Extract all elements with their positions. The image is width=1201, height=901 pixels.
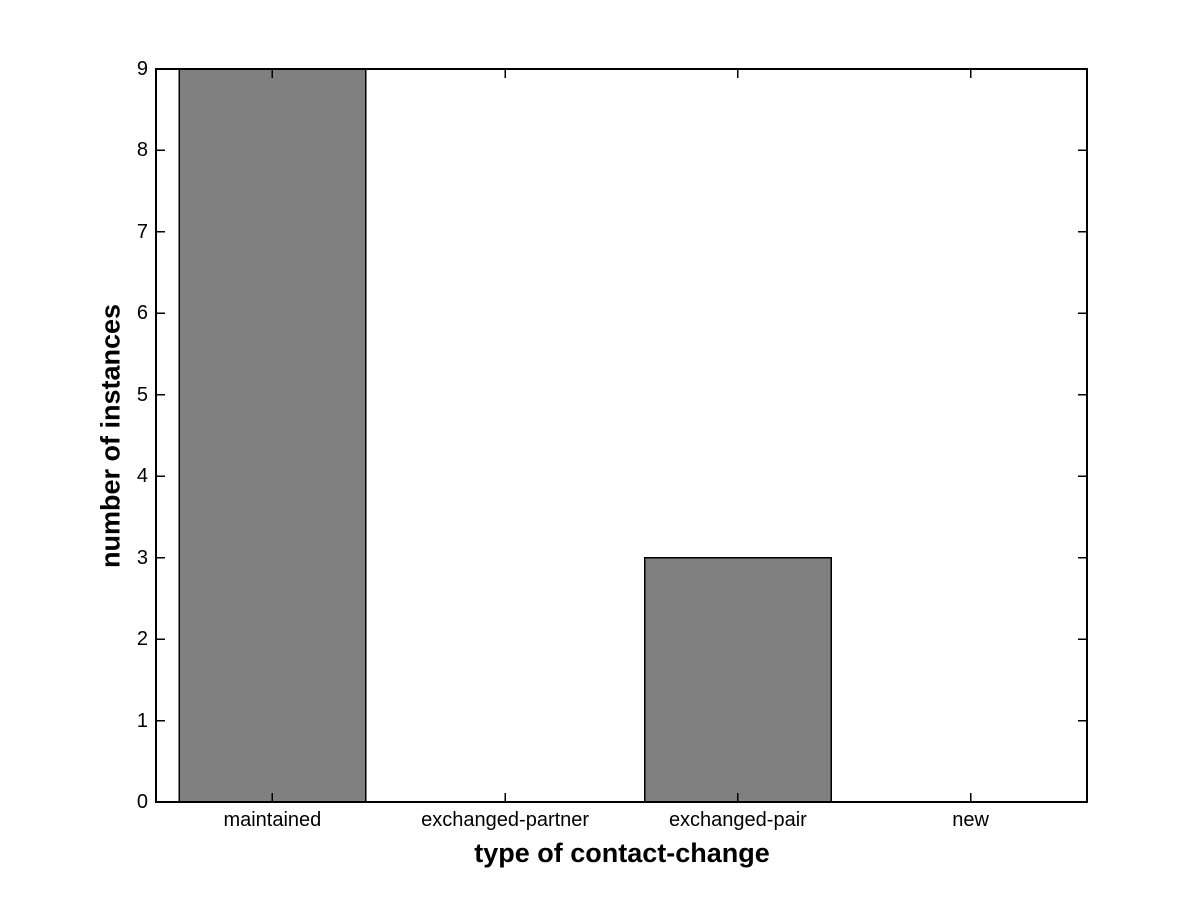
y-axis-label: number of instances [95, 303, 126, 569]
y-tick-label-9: 9 [136, 58, 148, 80]
x-axis-label: type of contact-change [474, 838, 770, 868]
bar-exchanged-pair [644, 556, 832, 803]
x-tick-label-new: new [952, 809, 989, 831]
y-tick-label-3: 3 [136, 546, 148, 569]
x-tick-label-exchanged-pair: exchanged-pair [668, 809, 807, 831]
y-tick-label-6: 6 [136, 302, 148, 325]
y-tick-label-2: 2 [136, 628, 148, 651]
y-tick-label-0: 0 [136, 791, 148, 813]
x-tick-label-exchanged-partner: exchanged-partner [421, 809, 590, 831]
y-tick-label-5: 5 [136, 383, 148, 406]
x-tick-label-maintained: maintained [223, 809, 322, 831]
y-tick-label-4: 4 [136, 465, 148, 488]
y-tick-label-8: 8 [136, 139, 148, 162]
axes-box [155, 68, 1088, 803]
y-tick-label-7: 7 [136, 220, 148, 243]
bar-maintained [178, 68, 367, 803]
y-tick-label-1: 1 [136, 709, 148, 732]
